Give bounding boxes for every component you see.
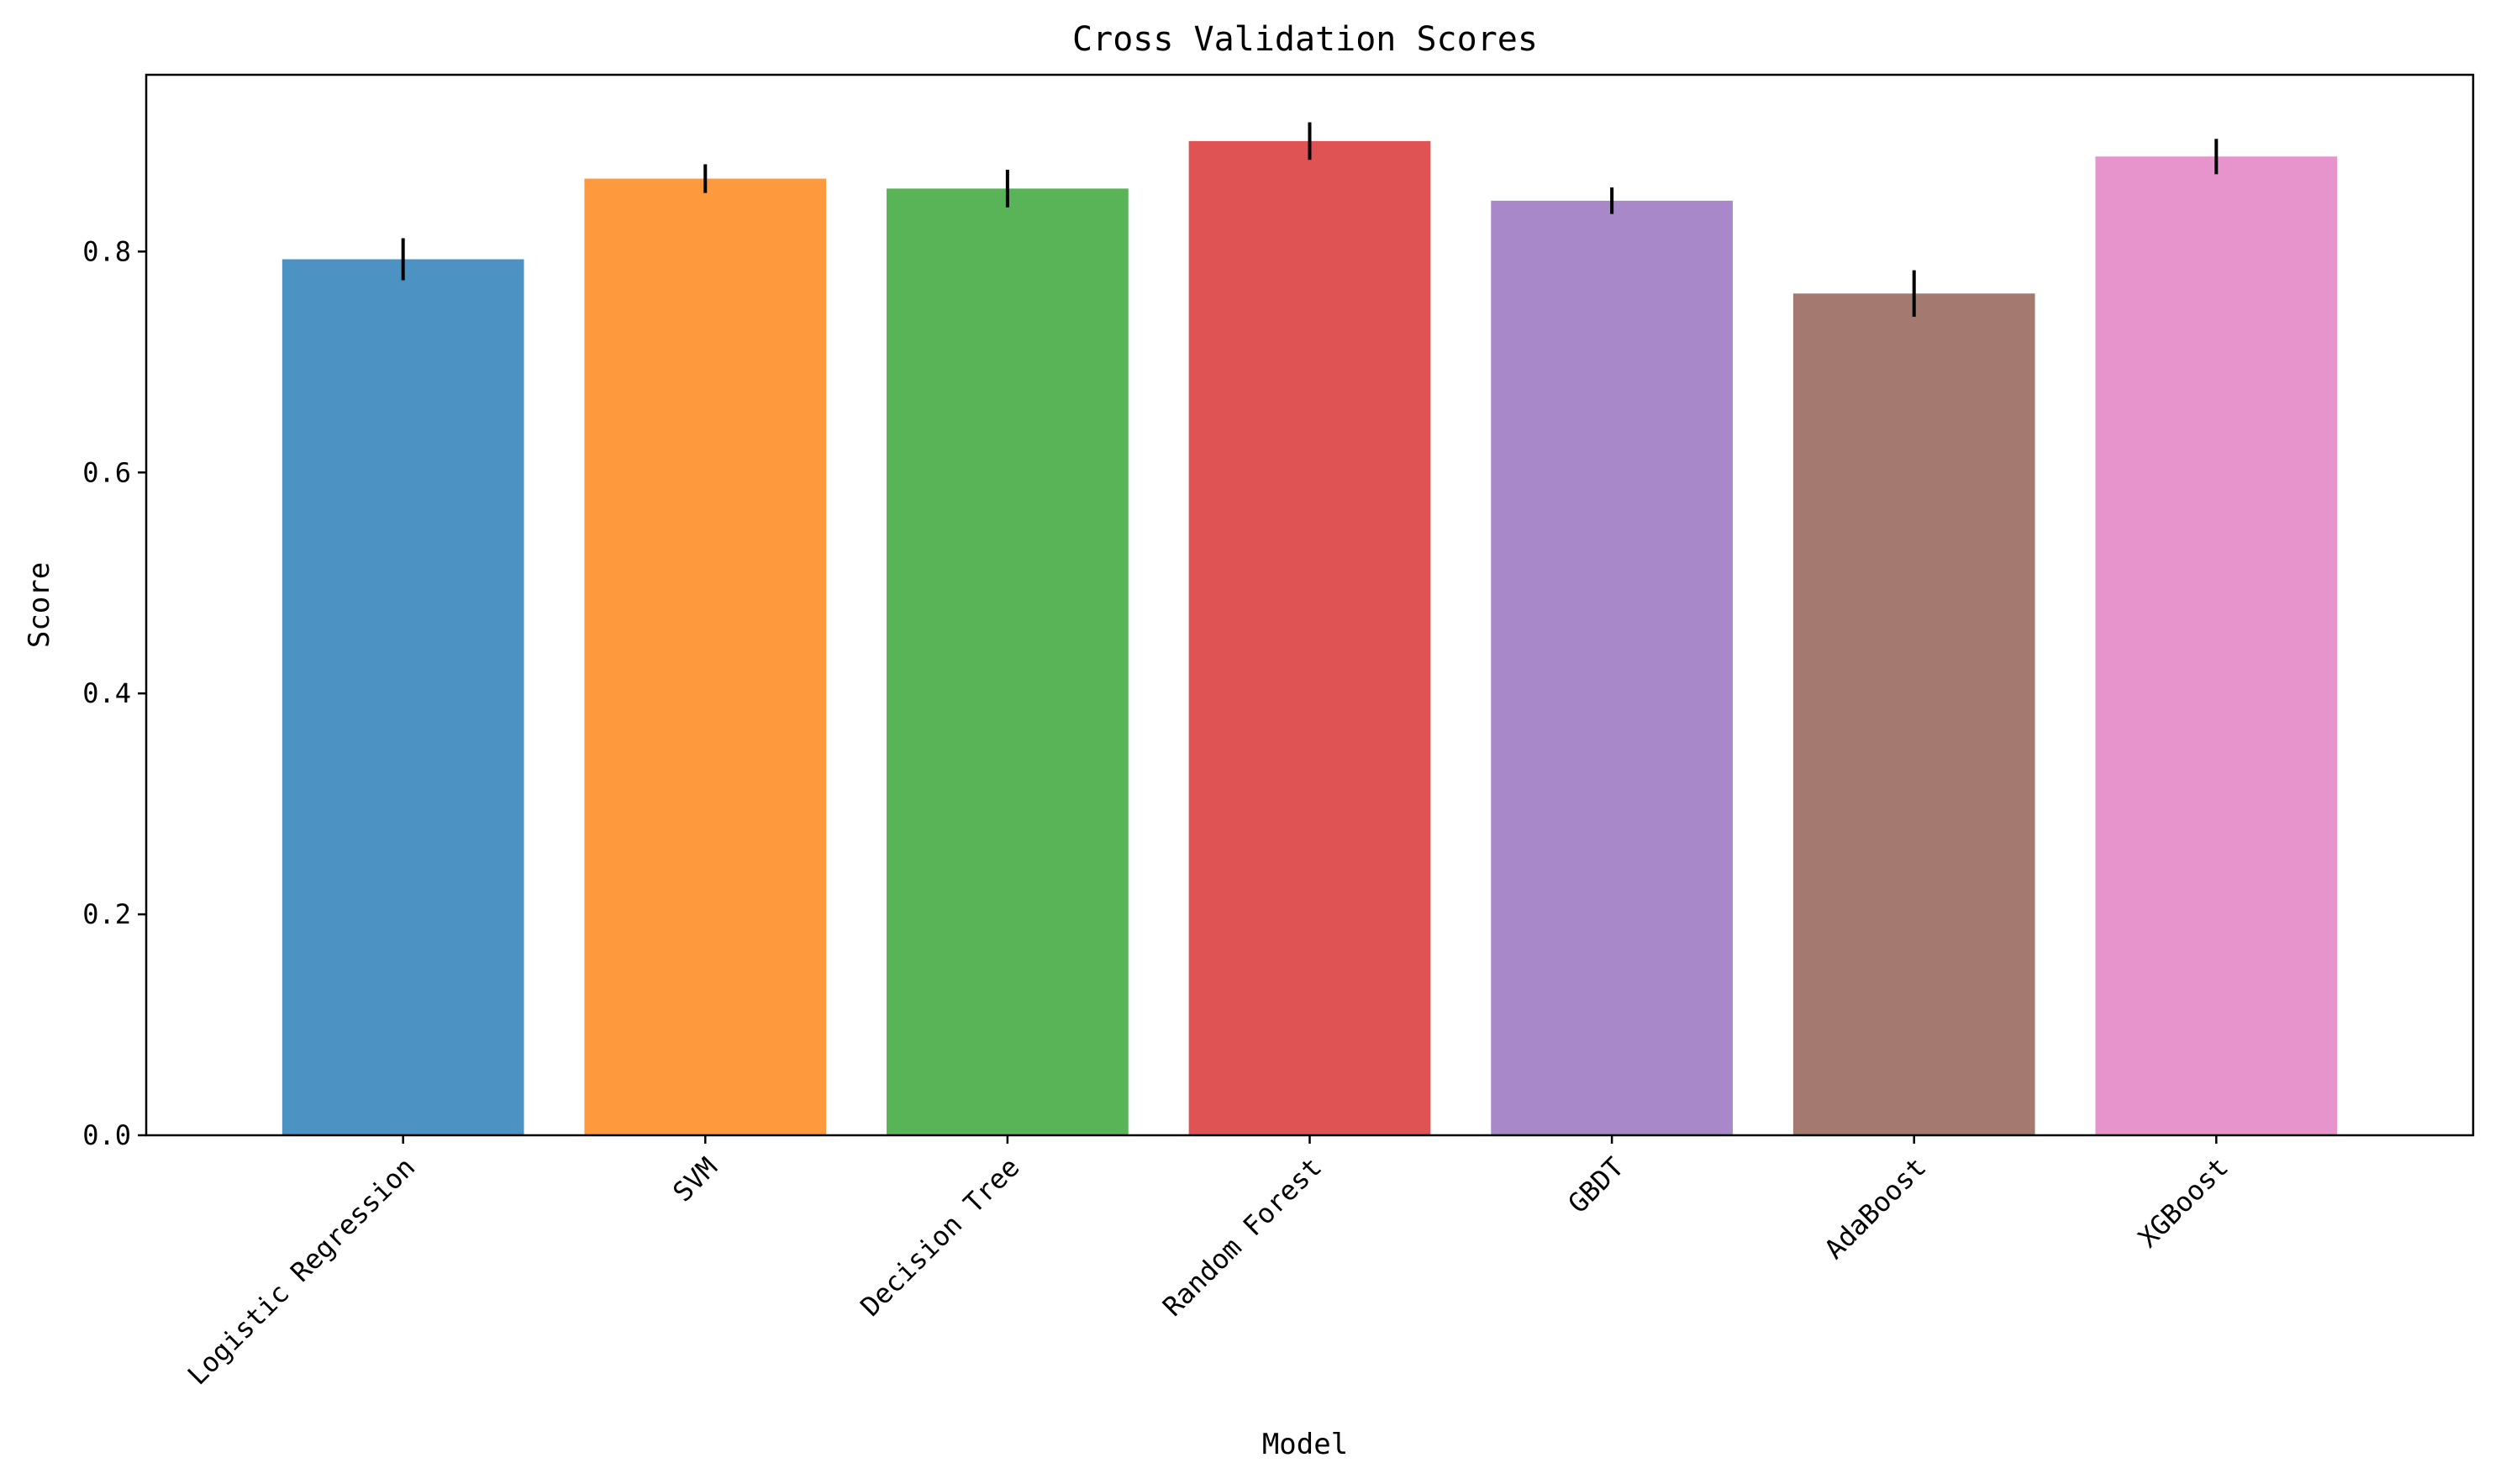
y-axis-title: Score	[23, 562, 56, 648]
bar-xgboost	[2095, 156, 2338, 1135]
bar-gbdt	[1491, 200, 1733, 1135]
y-tick-label: 0.6	[82, 456, 131, 488]
bars-group	[282, 140, 2338, 1136]
bar-random-forest	[1188, 140, 1431, 1135]
bar-adaboost	[1792, 293, 2035, 1136]
y-axis: 0.0 0.2 0.4 0.6 0.8	[82, 235, 146, 1151]
y-tick-label: 0.0	[82, 1119, 131, 1151]
chart-title: Cross Validation Scores	[1072, 20, 1538, 59]
bar-logistic-regression	[282, 259, 524, 1136]
error-bars-group	[401, 122, 2219, 317]
y-tick-label: 0.8	[82, 235, 131, 267]
y-tick-label: 0.4	[82, 677, 131, 709]
x-axis-title: Model	[1262, 1428, 1348, 1461]
y-tick-label: 0.2	[82, 898, 131, 930]
bar-decision-tree	[887, 188, 1129, 1135]
bar-svm	[584, 178, 827, 1136]
